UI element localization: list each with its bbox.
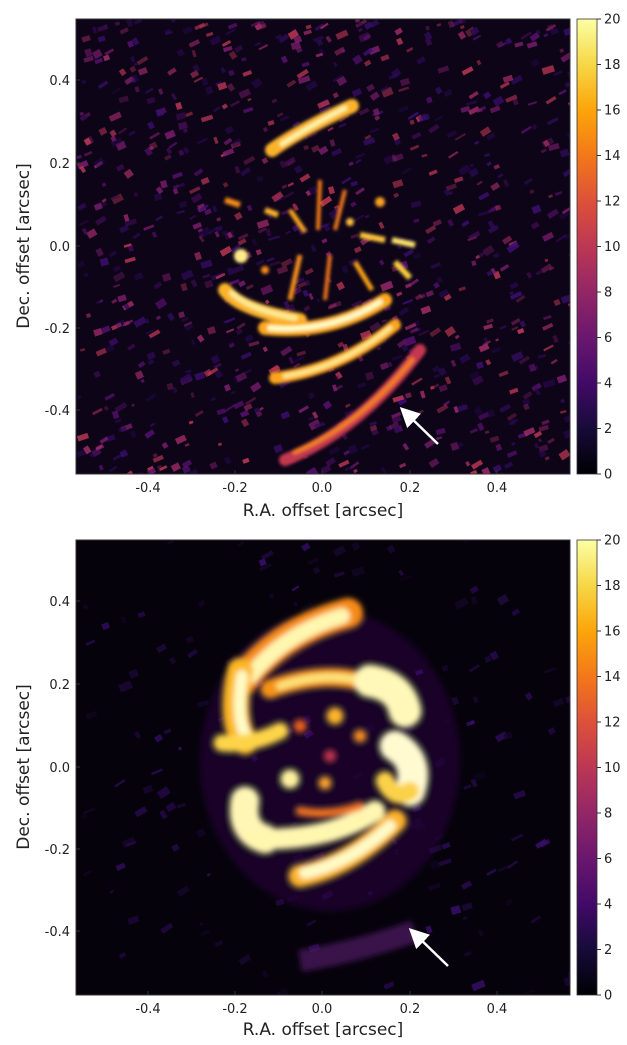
y-tick-group: 0.4 0.2 0.0 -0.2 -0.4	[45, 595, 80, 940]
colorbar-tick-label: 20	[604, 13, 621, 28]
y-tick-group: 0.4 0.2 0.0 -0.2 -0.4	[45, 74, 80, 419]
colorbar-tick-label: 10	[604, 240, 621, 255]
x-tick-label: 0.4	[487, 481, 508, 496]
x-tick-label: 0.2	[400, 481, 421, 496]
y-tick-label: -0.2	[45, 322, 70, 337]
colorbar-tick-label: 14	[604, 149, 621, 164]
colorbar-tick-label: 4	[604, 377, 612, 392]
colorbar-tick-label: 18	[604, 58, 621, 73]
colorbar-tick-label: 0	[604, 468, 612, 483]
colorbar-tick-label: 18	[604, 579, 621, 594]
arrow-pointer	[408, 928, 449, 967]
panel-top: 0.4 0.2 0.0 -0.2 -0.4 -0.4 -0.2 0.0 0.2 …	[0, 0, 627, 522]
noise-layer	[76, 19, 570, 474]
panel-top-svg: 0.4 0.2 0.0 -0.2 -0.4 -0.4 -0.2 0.0 0.2 …	[14, 13, 621, 522]
colorbar-tick-label: 16	[604, 625, 621, 640]
y-tick-label: 0.4	[49, 595, 70, 610]
colorbar-tick-label: 10	[604, 761, 621, 776]
y-tick-label: -0.2	[45, 843, 70, 858]
colorbar-tick-label: 8	[604, 807, 612, 822]
colorbar-tick-label: 12	[604, 195, 621, 210]
colorbar-tick-label: 12	[604, 716, 621, 731]
y-tick-label: 0.0	[49, 240, 70, 255]
disk-structure-top	[218, 99, 426, 466]
image-top	[76, 19, 570, 474]
y-tick-label: -0.4	[45, 925, 70, 940]
disk-structure-bottom	[200, 598, 460, 972]
x-tick-label: 0.2	[400, 1002, 421, 1017]
colorbar-tick-label: 6	[604, 331, 612, 346]
y-axis-title: Dec. offset [arcsec]	[14, 684, 34, 850]
colorbar-tick-label: 0	[604, 989, 612, 1004]
colorbar-tick-label: 16	[604, 104, 621, 119]
arrow-pointer	[399, 407, 439, 445]
y-tick-label: 0.4	[49, 74, 70, 89]
image-background	[76, 19, 570, 474]
x-axis-title: R.A. offset [arcsec]	[243, 501, 404, 520]
panel-bottom-svg: 0.4 0.2 0.0 -0.2 -0.4 -0.4 -0.2 0.0 0.2 …	[14, 534, 621, 1041]
y-tick-label: 0.2	[49, 157, 70, 172]
image-bottom	[80, 540, 570, 995]
y-tick-label: -0.4	[45, 404, 70, 419]
x-tick-label: -0.2	[222, 481, 247, 496]
y-tick-label: 0.2	[49, 678, 70, 693]
colorbar-tick-label: 2	[604, 943, 612, 958]
colorbar	[576, 539, 598, 996]
colorbar-tick-label: 4	[604, 898, 612, 913]
x-tick-label: 0.4	[487, 1002, 508, 1017]
colorbar	[576, 18, 598, 475]
x-tick-group: -0.4 -0.2 0.0 0.2 0.4	[135, 991, 507, 1017]
x-tick-label: -0.2	[222, 1002, 247, 1017]
x-axis-title: R.A. offset [arcsec]	[243, 1020, 404, 1040]
y-tick-label: 0.0	[49, 761, 70, 776]
colorbar-tick-label: 8	[604, 286, 612, 301]
x-tick-label: -0.4	[135, 1002, 160, 1017]
colorbar-tick-label: 14	[604, 670, 621, 685]
colorbar-tick-label: 2	[604, 422, 612, 437]
colorbar-tick-label: 6	[604, 852, 612, 867]
x-tick-group: -0.4 -0.2 0.0 0.2 0.4	[135, 470, 507, 496]
colorbar-tick-label: 20	[604, 534, 621, 549]
x-tick-label: -0.4	[135, 481, 160, 496]
y-axis-title: Dec. offset [arcsec]	[14, 163, 34, 329]
panel-bottom: 0.4 0.2 0.0 -0.2 -0.4 -0.4 -0.2 0.0 0.2 …	[0, 521, 627, 1041]
x-tick-label: 0.0	[312, 1002, 333, 1017]
x-tick-label: 0.0	[312, 481, 333, 496]
